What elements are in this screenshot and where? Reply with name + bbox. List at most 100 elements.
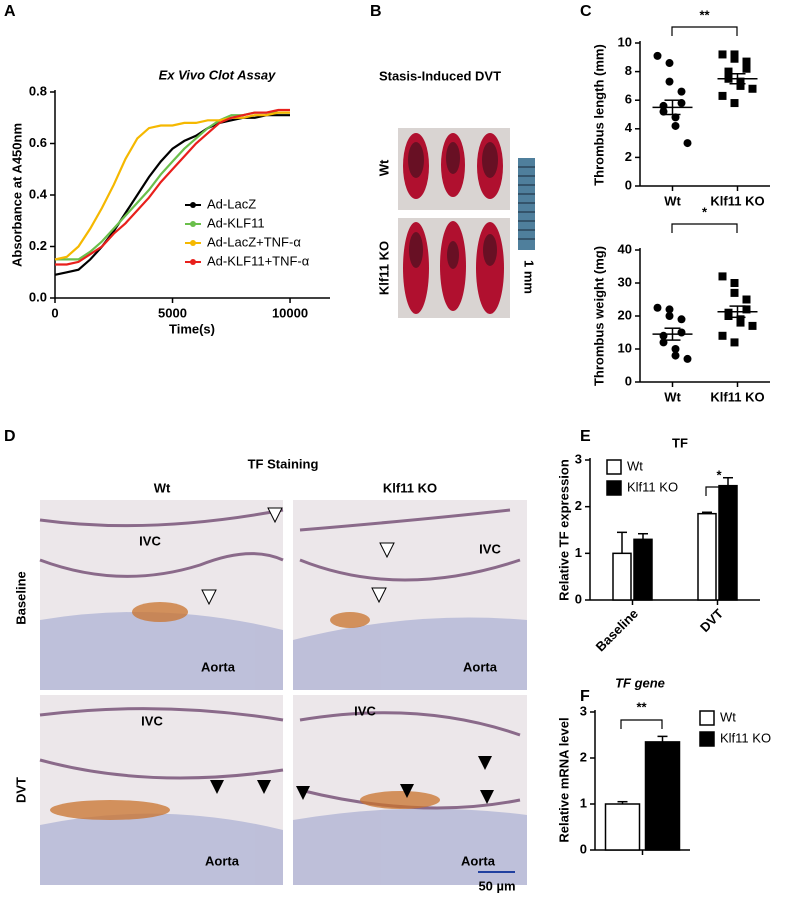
y-axis-label: Thrombus length (mm) bbox=[591, 44, 606, 186]
y-tick-label: 2 bbox=[625, 149, 632, 164]
arrowhead bbox=[478, 756, 492, 770]
ivc-wall bbox=[39, 758, 284, 780]
data-point bbox=[748, 84, 757, 93]
bar bbox=[718, 484, 738, 601]
significance-bracket bbox=[671, 26, 738, 36]
data-point bbox=[718, 50, 727, 59]
legend-label: Ad-LacZ bbox=[207, 196, 256, 211]
significance-label: * bbox=[716, 467, 722, 482]
y-axis-label: Relative mRNA level bbox=[556, 717, 571, 842]
y-tick-label: 20 bbox=[618, 307, 632, 322]
thrombus-core bbox=[408, 142, 424, 178]
data-point bbox=[718, 91, 727, 100]
legend-swatch bbox=[606, 480, 622, 496]
arrowhead bbox=[267, 507, 283, 524]
thrombus-core bbox=[447, 241, 459, 269]
column-label: Klf11 KO bbox=[383, 480, 437, 495]
data-point bbox=[724, 312, 733, 320]
stain bbox=[132, 602, 188, 622]
thrombus-core bbox=[446, 142, 460, 174]
panel-letter: D bbox=[4, 428, 16, 445]
thrombus-core bbox=[483, 234, 497, 266]
thrombus-core bbox=[482, 142, 498, 178]
y-tick-label: 6 bbox=[625, 92, 632, 107]
ivc-wall bbox=[299, 711, 521, 737]
x-tick-label: Klf11 KO bbox=[710, 193, 764, 208]
data-point bbox=[730, 338, 739, 347]
x-tick-label: 5000 bbox=[158, 305, 187, 320]
data-point bbox=[742, 305, 751, 314]
region-label: IVC bbox=[479, 541, 501, 556]
legend-label: Ad-LacZ+TNF-α bbox=[207, 234, 301, 249]
arrowhead bbox=[400, 784, 414, 798]
data-point bbox=[718, 272, 727, 281]
y-tick-label: 0 bbox=[625, 177, 632, 192]
y-tick-label: 0 bbox=[580, 841, 587, 856]
y-tick-label: 2 bbox=[580, 749, 587, 764]
region-label: Aorta bbox=[205, 853, 240, 868]
stain bbox=[330, 612, 370, 628]
arrowhead bbox=[210, 780, 224, 794]
region-label: Aorta bbox=[463, 659, 498, 674]
bar bbox=[697, 512, 717, 601]
data-point bbox=[736, 318, 745, 327]
data-point bbox=[671, 121, 680, 130]
row-label: Wt bbox=[376, 159, 391, 176]
arrowheads-open bbox=[201, 507, 395, 606]
x-tick-label: Wt bbox=[664, 389, 681, 404]
y-axis-label: Absorbance at A450nm bbox=[9, 123, 24, 267]
region-label: Aorta bbox=[201, 659, 236, 674]
ivc-wall bbox=[39, 707, 284, 722]
panel-title: Stasis-Induced DVT bbox=[379, 68, 501, 83]
arrowhead bbox=[201, 589, 217, 606]
chart-title: TF gene bbox=[615, 675, 665, 690]
aorta-wall bbox=[40, 612, 283, 690]
legend-swatch bbox=[606, 459, 622, 475]
ruler-lines bbox=[518, 166, 535, 240]
y-tick-label: 0.4 bbox=[29, 186, 48, 201]
x-tick-label: 10000 bbox=[272, 305, 308, 320]
data-point bbox=[742, 295, 751, 304]
aorta-wall bbox=[293, 808, 527, 885]
data-point bbox=[730, 99, 739, 108]
legend-swatch bbox=[699, 731, 715, 747]
scale-label: 50 µm bbox=[478, 878, 515, 893]
data-point bbox=[724, 67, 733, 76]
arrowhead bbox=[371, 587, 387, 604]
chart-title: TF bbox=[672, 435, 688, 450]
ivc-wall bbox=[299, 558, 521, 582]
data-point bbox=[653, 51, 662, 60]
row-label: DVT bbox=[13, 777, 28, 803]
data-point bbox=[736, 77, 745, 86]
thrombus-dark bbox=[408, 142, 498, 269]
tf-stain bbox=[50, 602, 440, 820]
legend-swatch bbox=[699, 710, 715, 726]
legend-label: Wt bbox=[720, 709, 736, 724]
x-tick-label: Wt bbox=[664, 193, 681, 208]
significance-bracket bbox=[671, 223, 738, 233]
legend-label: Klf11 KO bbox=[627, 479, 678, 494]
legend-marker bbox=[190, 240, 196, 246]
panel-letter: B bbox=[370, 3, 382, 20]
significance-label: ** bbox=[699, 7, 710, 22]
bar bbox=[644, 741, 681, 851]
arrowhead bbox=[480, 790, 494, 804]
ivc-wall bbox=[299, 508, 511, 532]
series-line bbox=[54, 114, 290, 276]
y-tick-label: 3 bbox=[580, 703, 587, 718]
stain bbox=[360, 791, 440, 809]
y-tick-label: 2 bbox=[575, 498, 582, 513]
data-point bbox=[742, 64, 751, 73]
data-point bbox=[683, 139, 692, 148]
data-point bbox=[671, 345, 680, 353]
x-axis-label: Time(s) bbox=[169, 321, 215, 336]
aorta-wall bbox=[40, 813, 283, 885]
y-tick-label: 3 bbox=[575, 451, 582, 466]
ivc-wall bbox=[39, 552, 284, 578]
x-tick-label: Baseline bbox=[593, 606, 641, 654]
panel-letter: A bbox=[4, 3, 16, 20]
data-point bbox=[665, 312, 674, 320]
panel-letter: F bbox=[580, 688, 590, 705]
region-label: IVC bbox=[139, 533, 161, 548]
arrowhead bbox=[296, 786, 310, 800]
